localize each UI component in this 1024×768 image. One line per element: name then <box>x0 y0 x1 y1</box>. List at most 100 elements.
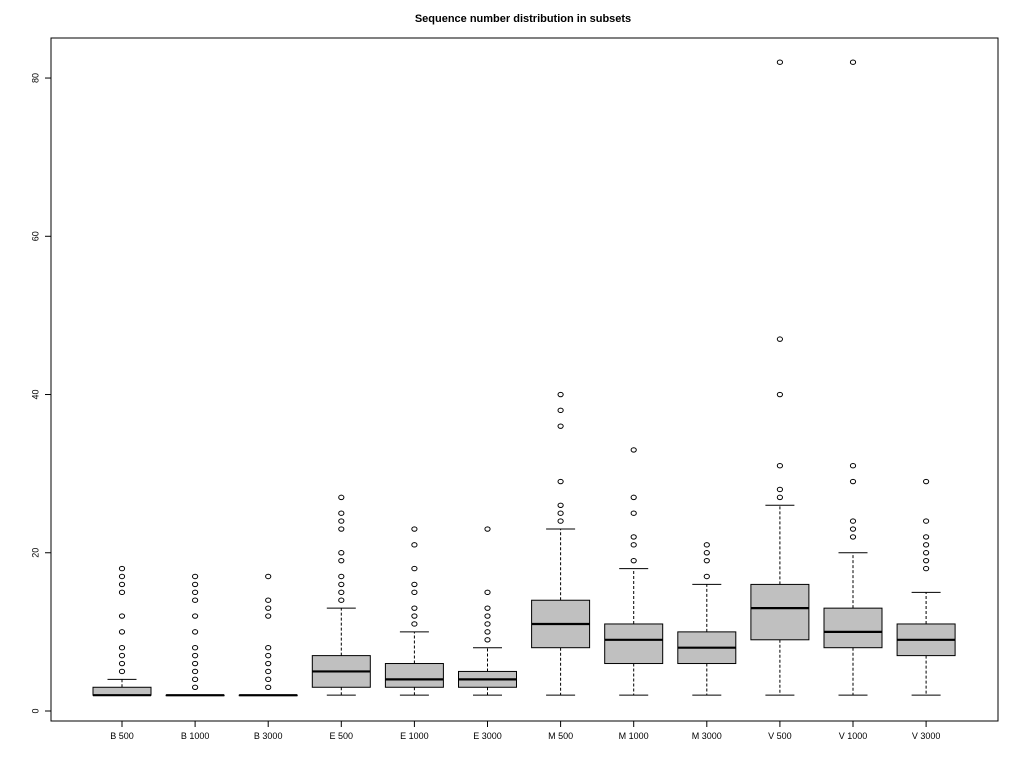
outlier-point <box>411 621 418 627</box>
box-m-1000 <box>604 447 664 696</box>
x-tick-label: V 1000 <box>839 731 868 741</box>
outlier-point <box>192 589 199 596</box>
boxes-group <box>92 59 956 697</box>
box-e-500 <box>311 494 371 696</box>
outlier-point <box>411 605 418 611</box>
iqr-box <box>604 623 664 665</box>
outlier-point <box>411 613 418 619</box>
outlier-point <box>776 463 784 469</box>
outlier-point <box>557 407 564 414</box>
outlier-point <box>338 518 345 524</box>
outlier-point <box>118 565 126 572</box>
outlier-point <box>923 518 930 524</box>
iqr-box <box>92 686 152 696</box>
outlier-point <box>703 550 710 556</box>
outlier-point <box>849 518 857 524</box>
outlier-point <box>923 550 930 556</box>
box-e-1000 <box>384 526 444 696</box>
outlier-point <box>118 573 126 580</box>
outlier-point <box>338 597 345 603</box>
box-v-3000 <box>896 478 956 696</box>
outlier-point <box>484 637 491 643</box>
outlier-point <box>265 573 272 580</box>
outlier-point <box>630 557 637 564</box>
box-b-1000 <box>165 573 225 697</box>
outlier-point <box>118 645 126 651</box>
outlier-point <box>557 391 564 398</box>
box-m-500 <box>531 391 591 696</box>
outlier-point <box>338 573 345 580</box>
outlier-point <box>557 502 564 508</box>
outlier-point <box>338 581 345 588</box>
box-v-500 <box>750 59 810 696</box>
y-tick-label: 0 <box>30 708 40 713</box>
outlier-point <box>338 494 345 501</box>
outlier-point <box>192 613 199 619</box>
x-tick-label: M 500 <box>548 731 573 741</box>
outlier-point <box>849 534 857 540</box>
outlier-point <box>411 589 418 596</box>
outlier-point <box>630 447 637 453</box>
outlier-point <box>630 542 637 548</box>
box-b-3000 <box>238 573 298 697</box>
outlier-point <box>703 557 710 564</box>
y-tick-label: 80 <box>30 73 40 83</box>
x-tick-label: E 1000 <box>400 731 429 741</box>
x-tick-label: M 1000 <box>619 731 649 741</box>
outlier-point <box>630 494 637 501</box>
outlier-point <box>118 613 126 619</box>
outlier-point <box>118 589 126 596</box>
outlier-point <box>557 423 564 429</box>
outlier-point <box>338 510 345 516</box>
outlier-point <box>484 526 491 532</box>
outlier-point <box>192 684 199 690</box>
outlier-point <box>265 668 272 675</box>
outlier-point <box>265 660 272 667</box>
outlier-point <box>192 581 199 588</box>
x-tick-label: V 3000 <box>912 731 941 741</box>
outlier-point <box>192 652 199 659</box>
outlier-point <box>630 534 637 540</box>
outlier-point <box>338 526 345 532</box>
outlier-point <box>192 645 199 651</box>
outlier-point <box>118 668 126 675</box>
outlier-point <box>557 518 564 524</box>
outlier-point <box>703 542 710 548</box>
outlier-point <box>265 676 272 683</box>
x-axis: B 500 B 1000 B 3000 E 500 E 1000 E 3000 M 500 M… <box>110 721 940 741</box>
outlier-point <box>923 565 930 572</box>
chart-title: Sequence number distribution in subsets <box>415 13 631 25</box>
outlier-point <box>338 550 345 556</box>
outlier-point <box>265 605 272 611</box>
outlier-point <box>484 589 491 596</box>
outlier-point <box>484 621 491 627</box>
outlier-point <box>411 542 418 548</box>
y-axis: 0 20 40 60 80 <box>30 73 51 714</box>
outlier-point <box>118 581 126 588</box>
outlier-point <box>411 581 418 588</box>
outlier-point <box>849 478 857 485</box>
box-b-500 <box>92 565 152 697</box>
outlier-point <box>411 565 418 572</box>
x-tick-label: E 3000 <box>473 731 502 741</box>
outlier-point <box>484 629 491 635</box>
outlier-point <box>484 613 491 619</box>
outlier-point <box>484 605 491 611</box>
plot-frame <box>50 37 999 722</box>
box-m-3000 <box>677 542 737 696</box>
outlier-point <box>776 391 784 398</box>
outlier-point <box>338 557 345 564</box>
outlier-point <box>411 526 418 532</box>
outlier-point <box>338 589 345 596</box>
outlier-point <box>265 684 272 690</box>
outlier-point <box>849 59 857 65</box>
outlier-point <box>265 613 272 619</box>
outlier-point <box>118 660 126 667</box>
iqr-box <box>384 663 444 688</box>
y-tick-label: 20 <box>30 548 40 558</box>
outlier-point <box>265 597 272 603</box>
y-tick-label: 60 <box>30 231 40 241</box>
outlier-point <box>849 526 857 532</box>
x-tick-label: E 500 <box>330 731 354 741</box>
